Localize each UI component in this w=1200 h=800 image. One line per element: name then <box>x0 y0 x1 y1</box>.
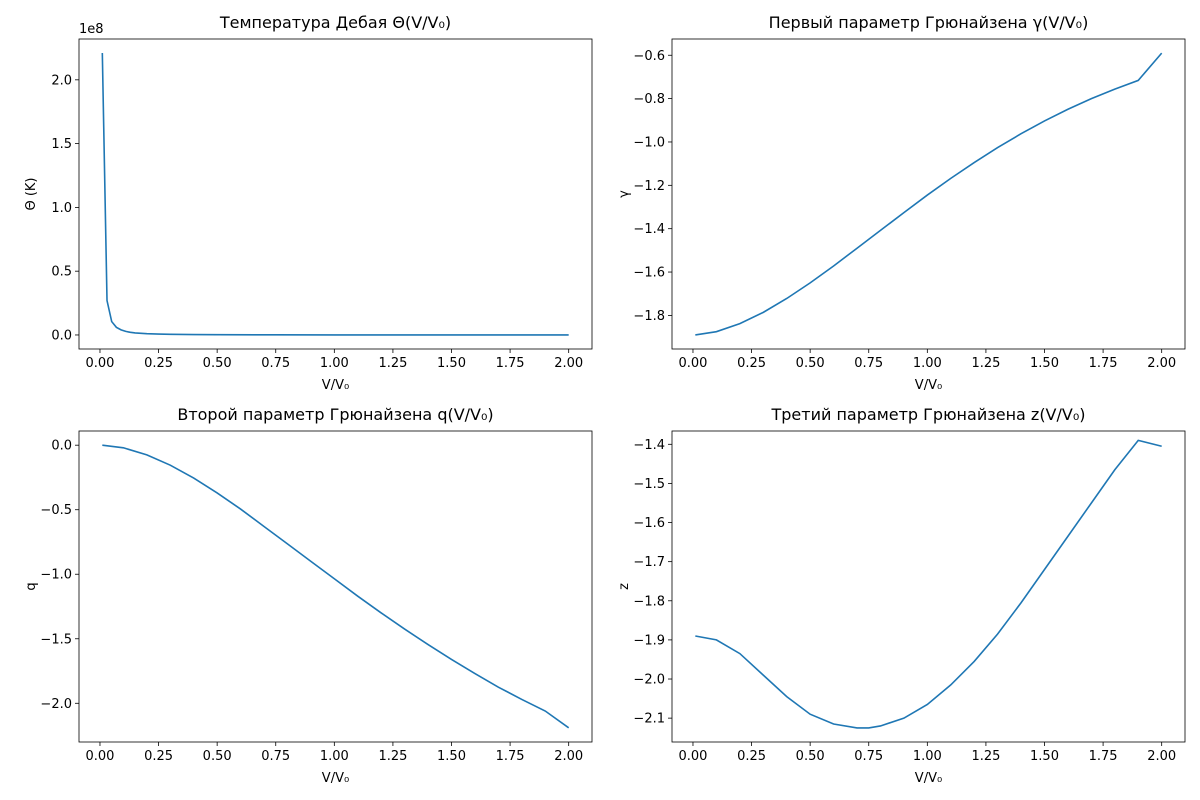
chart-title: Первый параметр Грюнайзена γ(V/V₀) <box>769 13 1089 32</box>
y-tick-label: −2.1 <box>633 712 665 727</box>
x-tick-label: 1.75 <box>1089 749 1118 764</box>
axes-frame <box>78 38 593 350</box>
x-tick-label: 0.00 <box>678 356 707 371</box>
x-tick-label: 0.75 <box>854 356 883 371</box>
series-line-1 <box>101 53 569 336</box>
y-tick-label: −1.8 <box>633 594 665 609</box>
x-tick-label: 1.25 <box>378 749 407 764</box>
series-line-3 <box>102 444 570 729</box>
y-axis-label: γ <box>617 190 632 198</box>
x-tick-label: 2.00 <box>1147 356 1176 371</box>
x-axis-label: V/V₀ <box>915 378 942 393</box>
chart-title: Третий параметр Грюнайзена z(V/V₀) <box>770 405 1085 424</box>
x-tick-label: 1.50 <box>437 356 466 371</box>
x-tick-label: 1.00 <box>913 356 942 371</box>
x-tick-label: 0.50 <box>796 356 825 371</box>
x-tick-label: 0.25 <box>737 749 766 764</box>
axes-frame <box>671 38 1186 350</box>
x-tick-label: 0.25 <box>144 749 173 764</box>
y-tick-label: −0.8 <box>633 92 665 107</box>
x-tick-label: 1.50 <box>1030 749 1059 764</box>
x-tick-label: 0.00 <box>85 356 114 371</box>
x-tick-label: 1.75 <box>496 749 525 764</box>
x-tick-label: 0.50 <box>203 749 232 764</box>
x-tick-label: 1.50 <box>437 749 466 764</box>
x-tick-label: 1.75 <box>1089 356 1118 371</box>
x-tick-label: 0.25 <box>737 356 766 371</box>
x-tick-label: 0.75 <box>261 749 290 764</box>
axes-frame <box>671 430 1186 743</box>
y-tick-label: 2.0 <box>51 73 72 88</box>
x-tick-label: 1.25 <box>971 356 1000 371</box>
y-tick-label: −2.0 <box>633 673 665 688</box>
y-tick-label: −2.0 <box>40 697 72 712</box>
y-tick-label: −1.6 <box>633 266 665 281</box>
y-tick-label: −1.9 <box>633 633 665 648</box>
x-tick-label: 0.50 <box>796 749 825 764</box>
x-axis-label: V/V₀ <box>915 771 942 786</box>
y-axis-label: Θ (K) <box>24 177 39 210</box>
y-tick-label: 0.0 <box>51 328 72 343</box>
x-axis-label: V/V₀ <box>322 378 349 393</box>
series-line-2 <box>695 52 1163 336</box>
x-tick-label: 2.00 <box>554 749 583 764</box>
x-tick-label: 0.75 <box>261 356 290 371</box>
x-tick-label: 0.50 <box>203 356 232 371</box>
x-tick-label: 0.75 <box>854 749 883 764</box>
subplot-1: 0.00 0.25 0.50 0.75 1.00 1.25 1.50 1.75 2.00 0.0 0… <box>24 13 593 393</box>
subplot-2: 0.00 0.25 0.50 0.75 1.00 1.25 1.50 1.75 2.00 −1.8… <box>617 13 1186 393</box>
y-tick-label: −1.4 <box>633 222 665 237</box>
x-tick-label: 0.00 <box>85 749 114 764</box>
series-line-4 <box>695 439 1162 729</box>
y-tick-label: −0.5 <box>40 503 72 518</box>
x-tick-label: 0.00 <box>678 749 707 764</box>
y-tick-label: −1.6 <box>633 516 665 531</box>
y-tick-label: −1.8 <box>633 309 665 324</box>
subplot-3: 0.00 0.25 0.50 0.75 1.00 1.25 1.50 1.75 2.00 −2.0… <box>24 405 593 786</box>
x-tick-label: 2.00 <box>1147 749 1176 764</box>
y-tick-label: −1.7 <box>633 555 665 570</box>
x-tick-label: 0.25 <box>144 356 173 371</box>
y-tick-label: 1.0 <box>51 201 72 216</box>
x-tick-label: 1.00 <box>320 356 349 371</box>
y-tick-label: −1.5 <box>40 632 72 647</box>
y-tick-label: −1.0 <box>633 135 665 150</box>
y-tick-label: −1.0 <box>40 568 72 583</box>
y-tick-label: 1.5 <box>51 137 72 152</box>
x-tick-label: 1.00 <box>320 749 349 764</box>
x-tick-label: 1.25 <box>971 749 1000 764</box>
y-axis-label: z <box>617 583 632 590</box>
axes-frame <box>78 430 593 743</box>
y-tick-label: −1.2 <box>633 179 665 194</box>
chart-title: Температура Дебая Θ(V/V₀) <box>219 13 451 32</box>
x-tick-label: 1.75 <box>496 356 525 371</box>
y-tick-label: −1.4 <box>633 438 665 453</box>
x-tick-label: 2.00 <box>554 356 583 371</box>
offset-label: 1e8 <box>79 22 104 37</box>
x-tick-label: 1.25 <box>378 356 407 371</box>
x-tick-label: 1.50 <box>1030 356 1059 371</box>
y-tick-label: 0.5 <box>51 265 72 280</box>
y-tick-label: −0.6 <box>633 49 665 64</box>
y-tick-label: 0.0 <box>51 439 72 454</box>
y-axis-label: q <box>24 582 39 590</box>
y-tick-label: −1.5 <box>633 477 665 492</box>
subplot-4: 0.00 0.25 0.50 0.75 1.00 1.25 1.50 1.75 2.00 −2.1… <box>617 405 1186 786</box>
x-tick-label: 1.00 <box>913 749 942 764</box>
x-axis-label: V/V₀ <box>322 771 349 786</box>
chart-title: Второй параметр Грюнайзена q(V/V₀) <box>177 405 493 424</box>
